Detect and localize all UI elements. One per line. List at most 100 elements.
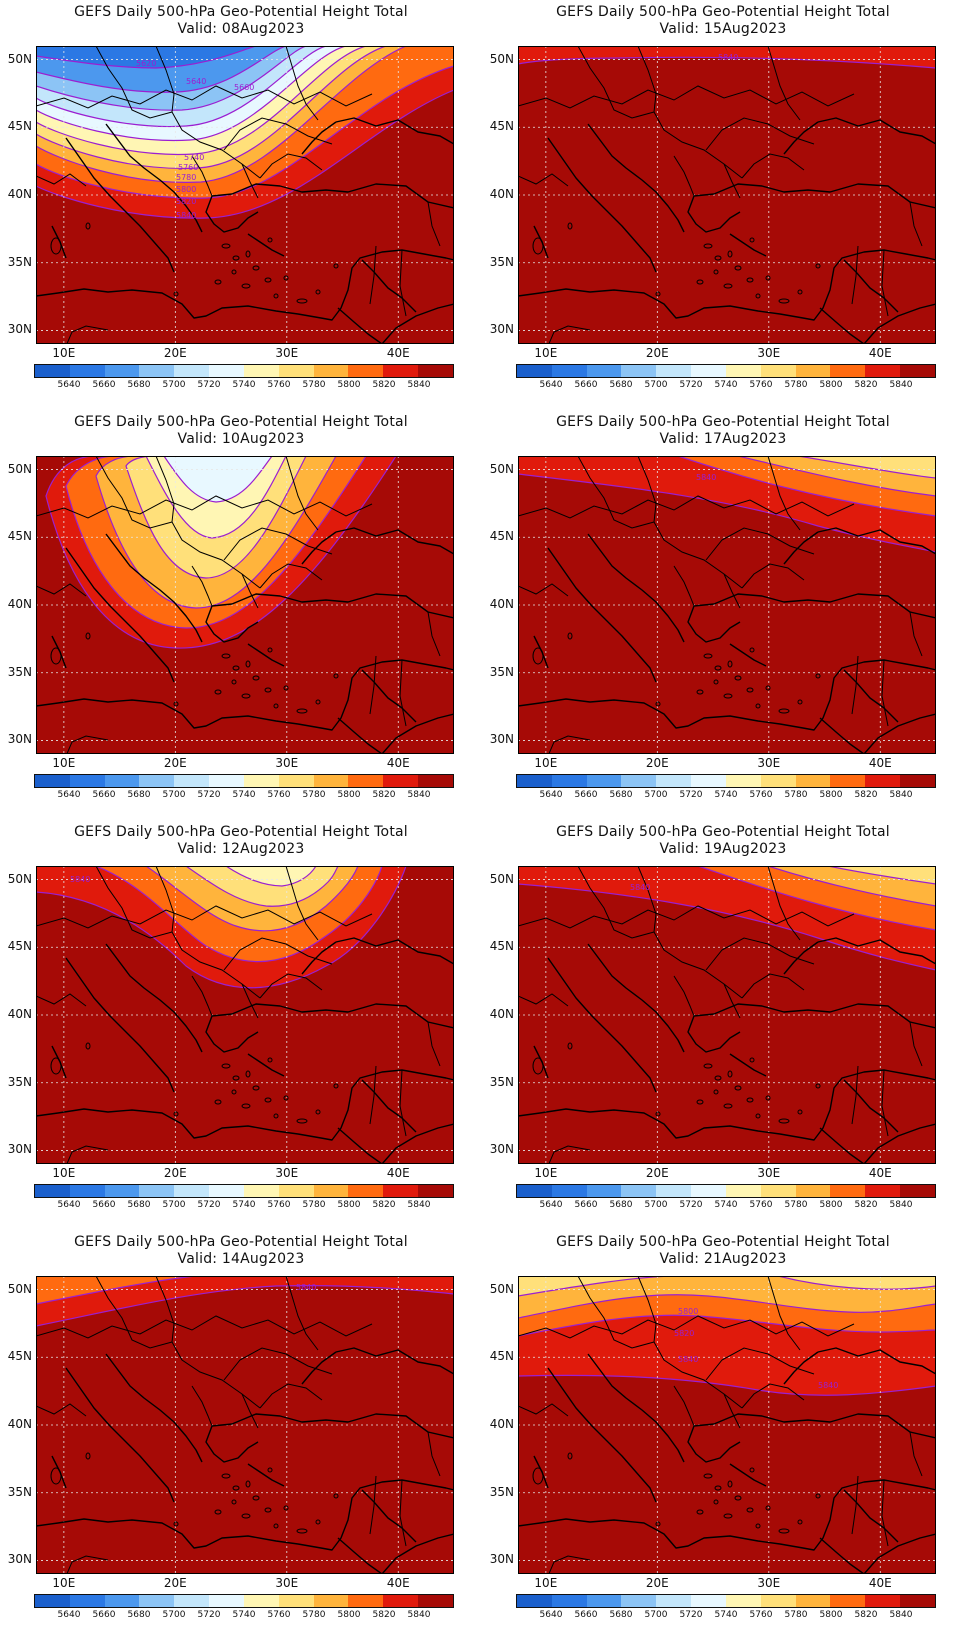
colorbar-swatch — [725, 1595, 761, 1607]
colorbar-tick-label: 5760 — [267, 380, 291, 390]
coastline — [36, 1069, 454, 1141]
country-border — [191, 975, 213, 1017]
country-border — [259, 563, 323, 589]
coastline — [211, 183, 454, 209]
island — [267, 1057, 273, 1063]
island — [655, 701, 661, 707]
latitude-label: 35N — [489, 1484, 514, 1499]
coastline — [65, 957, 175, 1093]
island — [231, 679, 237, 685]
height-contour-band — [518, 1276, 936, 1319]
colorbar-swatch — [209, 1595, 244, 1607]
colorbar-swatch — [104, 1185, 140, 1197]
longitude-label: 20E — [645, 1166, 669, 1180]
country-border — [881, 249, 889, 317]
contour-label: 5840 — [296, 1283, 316, 1292]
colorbar-swatch — [383, 1185, 419, 1197]
latitude-label: 40N — [7, 1417, 32, 1431]
latitude-label: 35N — [7, 1484, 32, 1499]
island — [797, 1109, 803, 1115]
country-border — [259, 1383, 323, 1409]
longitude-label: 10E — [534, 346, 558, 360]
island — [696, 1099, 704, 1105]
colorbar-swatch — [725, 775, 761, 787]
colorbar-tick-label: 5720 — [197, 1200, 221, 1210]
coastline — [518, 1479, 936, 1551]
island — [221, 653, 231, 659]
island — [283, 1095, 289, 1101]
coastline — [547, 547, 657, 683]
colorbar-swatch — [139, 365, 175, 377]
coastline — [693, 183, 936, 209]
longitude-label: 10E — [534, 1166, 558, 1180]
island — [315, 1519, 321, 1525]
island — [283, 685, 289, 691]
latitude-label: 35N — [7, 1074, 32, 1089]
map-panel: GEFS Daily 500-hPa Geo-Potential Height … — [482, 1230, 964, 1640]
colorbar-swatch — [104, 365, 140, 377]
colorbar-tick-label: 5840 — [407, 790, 431, 800]
colorbar-tick-label: 5780 — [302, 790, 326, 800]
country-border — [36, 495, 373, 519]
latitude-label: 50N — [7, 1281, 32, 1296]
colorbar-tick-label: 5660 — [92, 380, 116, 390]
island — [567, 1042, 573, 1050]
coastline — [817, 527, 936, 555]
island — [264, 1507, 272, 1513]
colorbar-tick-label: 5740 — [232, 790, 256, 800]
island — [231, 269, 237, 275]
island — [214, 689, 222, 695]
country-border — [191, 1385, 213, 1427]
colorbar-swatch — [586, 365, 622, 377]
longitude-label: 20E — [645, 756, 669, 770]
coastline — [247, 233, 285, 257]
colorbar-tick-label: 5740 — [714, 1200, 738, 1210]
colorbar-tick-label: 5680 — [127, 1200, 151, 1210]
country-border — [191, 155, 213, 197]
longitude-label: 20E — [163, 756, 187, 770]
colorbar-tick-label: 5820 — [372, 1610, 396, 1620]
latitude-label: 45N — [7, 119, 32, 134]
colorbar-swatch — [586, 1595, 622, 1607]
colorbar-tick-label: 5760 — [749, 1200, 773, 1210]
island — [755, 1523, 761, 1529]
colorbar-swatch — [174, 1595, 210, 1607]
geopotential-map: 5840 — [518, 456, 936, 754]
island — [252, 1495, 260, 1501]
map-frame — [518, 46, 936, 344]
colorbar-swatch — [900, 365, 935, 377]
country-border — [171, 521, 261, 589]
colorbar — [34, 1184, 454, 1198]
colorbar-swatch — [900, 775, 935, 787]
country-border — [399, 659, 407, 727]
country-border — [427, 1431, 441, 1477]
island — [252, 265, 260, 271]
country-border — [285, 456, 319, 531]
island — [778, 708, 790, 714]
latitude-label: 50N — [489, 871, 514, 886]
island — [296, 298, 308, 304]
colorbar — [516, 1184, 936, 1198]
panel-title: GEFS Daily 500-hPa Geo-Potential Height … — [74, 414, 408, 430]
longitude-label: 30E — [757, 756, 781, 770]
colorbar-swatch — [383, 365, 419, 377]
latitude-label: 40N — [7, 597, 32, 611]
coastline — [381, 1533, 454, 1574]
colorbar-tick-label: 5680 — [609, 380, 633, 390]
colorbar-swatch — [313, 1595, 349, 1607]
colorbar-swatch — [830, 365, 866, 377]
longitude-label: 40E — [386, 756, 410, 770]
country-border — [399, 1069, 407, 1137]
contour-label: 5840 — [718, 53, 738, 62]
colorbar-tick-label: 5700 — [644, 380, 668, 390]
colorbar-swatch — [313, 365, 349, 377]
island — [173, 291, 179, 297]
colorbar-swatch — [656, 365, 692, 377]
panel-title: GEFS Daily 500-hPa Geo-Potential Height … — [556, 824, 890, 840]
colorbar — [516, 364, 936, 378]
latitude-label: 40N — [489, 1007, 514, 1021]
height-contour-band — [224, 866, 317, 887]
country-border — [577, 46, 655, 119]
island — [241, 693, 251, 699]
